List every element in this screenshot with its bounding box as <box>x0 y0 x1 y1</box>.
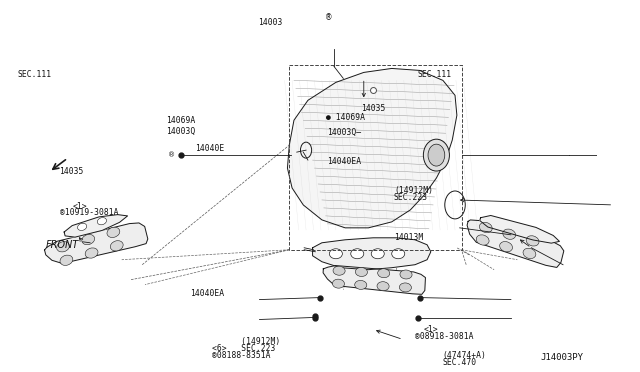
Text: FRONT: FRONT <box>45 240 79 250</box>
Ellipse shape <box>332 279 344 288</box>
Ellipse shape <box>110 241 123 251</box>
Text: 14003Q—: 14003Q— <box>327 128 362 137</box>
Ellipse shape <box>392 249 404 259</box>
Text: <6>   SEC.223: <6> SEC.223 <box>212 344 276 353</box>
Polygon shape <box>312 238 431 270</box>
Ellipse shape <box>479 222 492 232</box>
Ellipse shape <box>107 227 120 237</box>
Ellipse shape <box>97 218 106 225</box>
Ellipse shape <box>503 229 516 239</box>
Text: SEC.470: SEC.470 <box>443 357 477 366</box>
Ellipse shape <box>476 235 489 245</box>
Text: SEC.223: SEC.223 <box>394 193 428 202</box>
Ellipse shape <box>526 236 539 246</box>
Ellipse shape <box>333 266 345 275</box>
Text: 14013M: 14013M <box>394 232 423 242</box>
Ellipse shape <box>428 144 445 166</box>
Text: 14003Q: 14003Q <box>166 126 196 136</box>
Text: <1>: <1> <box>424 325 438 334</box>
Text: 14040EA: 14040EA <box>327 157 362 166</box>
Text: ®: ® <box>168 152 175 158</box>
Text: 14003: 14003 <box>258 18 282 27</box>
Text: SEC.111: SEC.111 <box>418 70 452 78</box>
Ellipse shape <box>56 242 69 252</box>
Text: (14912M): (14912M) <box>212 337 280 346</box>
Text: ®: ® <box>639 92 640 98</box>
Text: 14040EA: 14040EA <box>190 289 224 298</box>
Text: J14003PY: J14003PY <box>541 353 584 362</box>
Text: ®10919-3081A: ®10919-3081A <box>60 208 119 217</box>
Text: ®08918-3081A: ®08918-3081A <box>415 331 474 341</box>
Text: 14069A: 14069A <box>166 116 196 125</box>
Polygon shape <box>480 215 559 243</box>
Text: ● 14069A: ● 14069A <box>326 113 365 122</box>
Text: (47474+A): (47474+A) <box>443 351 486 360</box>
Text: (14912M): (14912M) <box>394 186 433 195</box>
Text: 14035: 14035 <box>59 167 83 176</box>
Ellipse shape <box>77 223 86 231</box>
Text: <1>: <1> <box>72 202 87 211</box>
Text: 14040E: 14040E <box>195 144 224 153</box>
Ellipse shape <box>82 234 95 245</box>
Ellipse shape <box>355 280 367 289</box>
Ellipse shape <box>399 283 412 292</box>
Ellipse shape <box>355 267 367 276</box>
Polygon shape <box>323 266 426 294</box>
Ellipse shape <box>400 270 412 279</box>
Bar <box>289 65 461 250</box>
Polygon shape <box>45 223 148 263</box>
Text: ®: ® <box>324 13 332 22</box>
Ellipse shape <box>371 249 384 259</box>
Ellipse shape <box>424 139 449 171</box>
Text: 14035: 14035 <box>361 104 385 113</box>
Ellipse shape <box>330 249 342 259</box>
Text: SEC.111: SEC.111 <box>17 70 51 79</box>
Ellipse shape <box>523 248 536 259</box>
Polygon shape <box>64 215 127 237</box>
Ellipse shape <box>500 241 513 252</box>
Ellipse shape <box>85 248 98 258</box>
Ellipse shape <box>60 255 73 265</box>
Ellipse shape <box>351 249 364 259</box>
Ellipse shape <box>378 269 390 278</box>
Polygon shape <box>287 68 457 228</box>
Ellipse shape <box>377 282 389 291</box>
Polygon shape <box>467 220 564 267</box>
Text: ®08188-8351A: ®08188-8351A <box>212 351 271 360</box>
